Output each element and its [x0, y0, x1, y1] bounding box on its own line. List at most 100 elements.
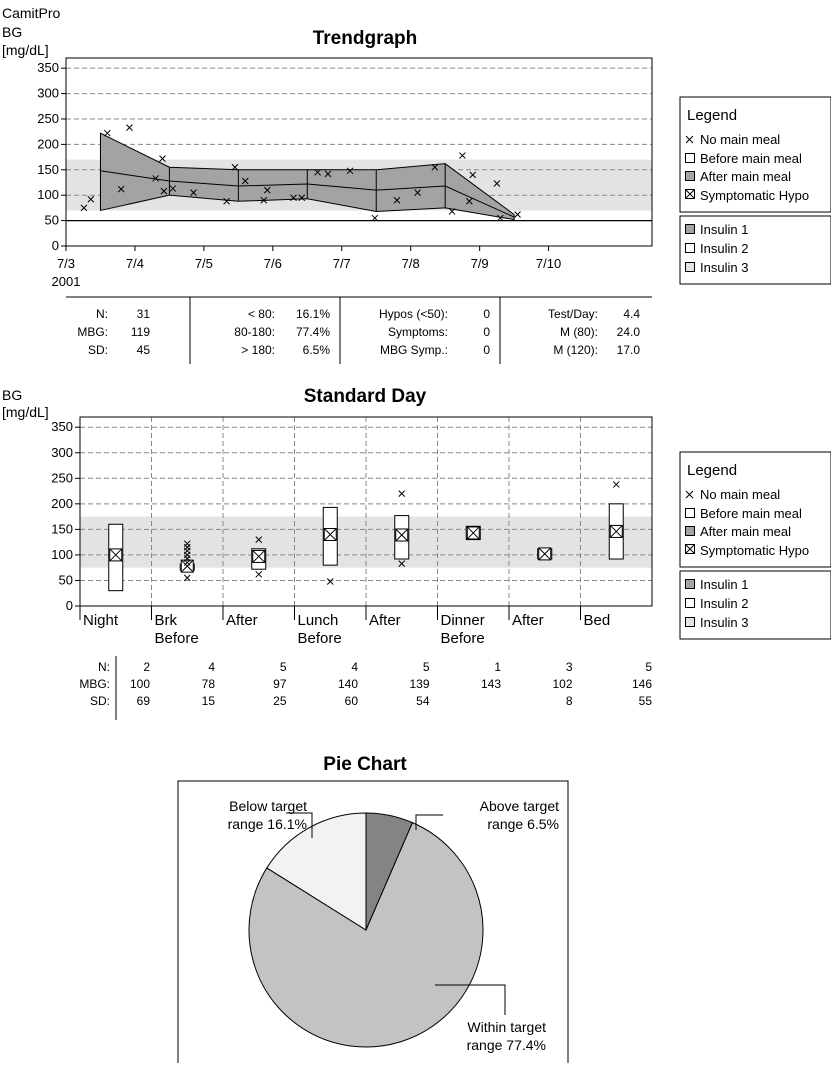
data-point-cross [169, 185, 177, 192]
y-tick-label: 100 [51, 547, 73, 562]
stat-value: 17.0 [617, 343, 641, 357]
x-tick-label: 7/9 [471, 256, 489, 271]
stdday-legend-title: Legend [687, 462, 737, 479]
trend-plot-area: 0 50 100 150 200 250 300 350 7/3 7/4 7/5 7/6 7/7 7/8 7… [37, 57, 653, 271]
insulin-3-swatch-icon [685, 262, 695, 272]
trend-legend-after-main-meal: After main meal [685, 169, 791, 184]
trend-ylabel-unit: [mg/dL] [2, 42, 49, 58]
x-tick-label: 7/7 [333, 256, 351, 271]
data-point-cross [465, 197, 473, 205]
pie-label-line: Below target [229, 798, 307, 814]
plot-frame [65, 57, 653, 247]
pie-frame [177, 780, 569, 1065]
data-point-cross [414, 189, 421, 197]
cross-marker-icon [685, 135, 694, 144]
stat-label: MBG: [79, 677, 110, 691]
stat-value: 100 [130, 677, 150, 691]
y-tick-label: 50 [45, 213, 59, 228]
stat-value: 45 [137, 343, 151, 357]
stat-value: 54 [416, 694, 430, 708]
data-point-cross [324, 170, 332, 178]
pie-title: Pie Chart [323, 754, 407, 775]
outlier-cross [398, 490, 406, 497]
data-point-cross [459, 152, 466, 159]
pie-leader-line [435, 984, 506, 1015]
pie-slices [248, 812, 484, 1048]
trend-legend-label: Symptomatic Hypo [700, 188, 809, 203]
data-point-cross [117, 185, 125, 193]
stat-label: 80-180: [234, 325, 275, 339]
data-point-cross [159, 155, 166, 162]
stat-label: N: [98, 660, 110, 674]
stat-value: 4 [208, 660, 215, 674]
pie-label-line: Above target [480, 798, 559, 814]
y-tick-label: 300 [37, 86, 59, 101]
stat-label: N: [96, 307, 108, 321]
stat-value: 2 [143, 660, 150, 674]
stat-value: 3 [566, 660, 573, 674]
insulin-2-swatch-icon [685, 598, 695, 608]
stat-value: 1 [494, 660, 501, 674]
trend-legend-title: Legend [687, 107, 737, 124]
data-point-cross [371, 214, 379, 222]
insulin-3-swatch-icon [685, 617, 695, 627]
stat-value: 69 [137, 694, 151, 708]
stat-label: > 180: [241, 343, 275, 357]
data-point-cross [152, 175, 159, 182]
gray-square-icon [685, 526, 695, 536]
pie-slice [248, 821, 484, 1048]
mean-cross [466, 526, 480, 540]
category-label: After [512, 612, 544, 629]
data-point-cross [469, 171, 477, 179]
insulin-label: Insulin 3 [700, 260, 748, 275]
data-point-cross [514, 211, 521, 218]
stat-value: 143 [481, 677, 501, 691]
data-point-cross [241, 177, 249, 185]
y-tick-label: 200 [51, 496, 73, 511]
y-tick-label: 200 [37, 136, 59, 151]
stdday-legend: Legend No main meal Before main meal Aft… [679, 451, 831, 568]
stat-value: 25 [273, 694, 287, 708]
stat-value: 6.5% [303, 343, 331, 357]
y-tick-label: 150 [37, 162, 59, 177]
mean-cross [538, 547, 552, 561]
pie-slice [266, 812, 367, 931]
pie-chart: Pie Chart Above target range 6.5% Within t… [176, 754, 572, 1065]
trend-title: Trendgraph [313, 28, 418, 49]
pie-label-line: range 6.5% [487, 816, 559, 832]
trend-legend-label: No main meal [700, 132, 780, 147]
trend-insulin-legend-box [679, 215, 831, 285]
data-point-cross [290, 194, 297, 202]
data-point-cross [314, 168, 321, 176]
stat-label: Symptoms: [388, 325, 448, 339]
insulin-label: Insulin 2 [700, 596, 748, 611]
y-tick-label: 250 [37, 111, 59, 126]
stdday-legend-before-main-meal: Before main meal [685, 506, 802, 521]
x-tick-label: 7/3 [57, 256, 75, 271]
data-point-cross [393, 196, 401, 204]
pie-label-line: range 77.4% [467, 1037, 546, 1053]
pie-labels: Above target range 6.5% Within target range… [228, 798, 560, 1053]
mean-cross [323, 528, 337, 541]
stat-value: 97 [273, 677, 287, 691]
data-point-cross [104, 129, 111, 137]
data-point-cross [160, 187, 168, 195]
trend-insulin-legend: Insulin 1 Insulin 2 Insulin 3 [679, 215, 831, 285]
mean-cross [395, 528, 409, 542]
y-tick-label: 0 [66, 598, 73, 613]
y-tick-label: 50 [59, 572, 73, 587]
trend-legend-box [679, 96, 831, 213]
data-point-cross [431, 163, 439, 171]
stat-value: 5 [645, 660, 652, 674]
stat-value: 0 [483, 325, 490, 339]
category-label: Lunch [298, 612, 339, 629]
stat-label: SD: [88, 343, 108, 357]
stat-value: 78 [202, 677, 216, 691]
stat-value: 8 [566, 694, 573, 708]
outlier-cross [255, 536, 263, 543]
stdday-legend-box [679, 451, 831, 568]
stat-value: 5 [280, 660, 287, 674]
category-label: Bed [584, 612, 611, 629]
